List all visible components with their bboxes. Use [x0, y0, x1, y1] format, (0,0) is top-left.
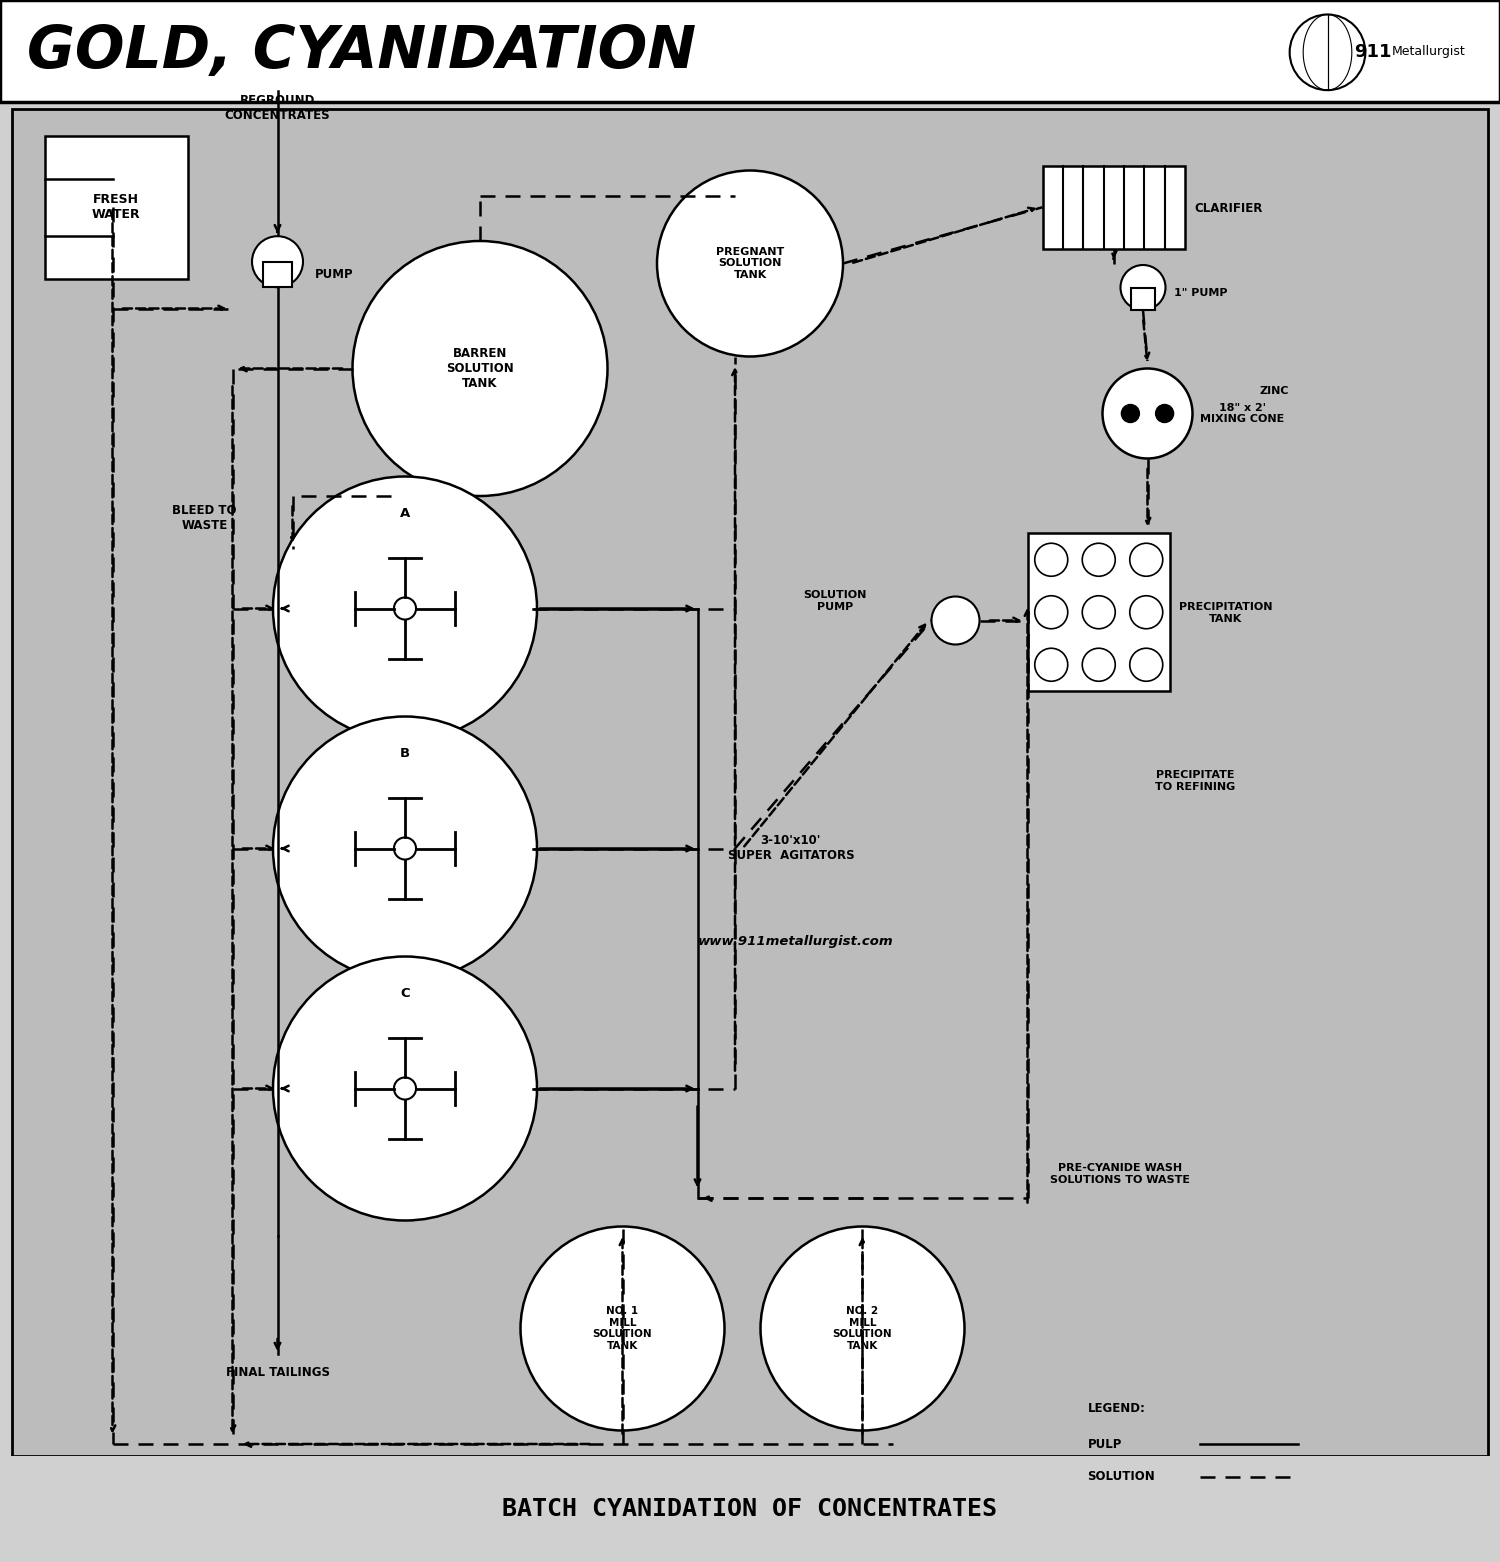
Text: BATCH CYANIDATION OF CONCENTRATES: BATCH CYANIDATION OF CONCENTRATES: [503, 1496, 998, 1521]
Circle shape: [1120, 266, 1166, 309]
Circle shape: [1290, 14, 1365, 91]
Bar: [264, 262, 291, 287]
Circle shape: [394, 597, 416, 620]
Text: Metallurgist: Metallurgist: [1392, 45, 1466, 58]
Text: REGROUND
CONCENTRATES: REGROUND CONCENTRATES: [225, 94, 330, 122]
Circle shape: [1083, 648, 1114, 681]
Circle shape: [760, 1226, 964, 1431]
Text: BLEED TO
WASTE: BLEED TO WASTE: [172, 505, 237, 533]
Text: PUMP: PUMP: [315, 267, 354, 281]
Text: GOLD, CYANIDATION: GOLD, CYANIDATION: [27, 23, 696, 80]
Text: PREGNANT
SOLUTION
TANK: PREGNANT SOLUTION TANK: [716, 247, 784, 280]
Text: BARREN
SOLUTION
TANK: BARREN SOLUTION TANK: [446, 347, 514, 390]
Text: FRESH
WATER: FRESH WATER: [92, 194, 141, 222]
Circle shape: [273, 717, 537, 981]
Circle shape: [273, 476, 537, 740]
Circle shape: [657, 170, 843, 356]
Circle shape: [1130, 595, 1162, 629]
Text: ZINC: ZINC: [1260, 386, 1290, 397]
Circle shape: [1083, 544, 1114, 576]
Text: SOLUTION: SOLUTION: [1088, 1470, 1155, 1484]
Circle shape: [1035, 595, 1068, 629]
Text: SOLUTION
PUMP: SOLUTION PUMP: [804, 590, 867, 612]
Text: FINAL TAILINGS: FINAL TAILINGS: [225, 1365, 330, 1379]
Circle shape: [1130, 648, 1162, 681]
Circle shape: [932, 597, 980, 645]
Circle shape: [1155, 405, 1173, 422]
Text: www.911metallurgist.com: www.911metallurgist.com: [698, 936, 892, 948]
Text: PRECIPITATE
TO REFINING: PRECIPITATE TO REFINING: [1155, 770, 1236, 792]
Text: 3-10'x10'
SUPER  AGITATORS: 3-10'x10' SUPER AGITATORS: [728, 834, 854, 862]
Circle shape: [1130, 544, 1162, 576]
Text: 18" x 2'
MIXING CONE: 18" x 2' MIXING CONE: [1200, 403, 1284, 425]
Circle shape: [520, 1226, 724, 1431]
Text: PULP: PULP: [1088, 1437, 1122, 1451]
Text: 1" PUMP: 1" PUMP: [1174, 289, 1228, 298]
Bar: [1042, 166, 1185, 248]
Circle shape: [394, 1078, 416, 1100]
Text: B: B: [400, 747, 410, 761]
Bar: [1028, 534, 1170, 690]
Circle shape: [1083, 595, 1114, 629]
Text: NO. 2
MILL
SOLUTION
TANK: NO. 2 MILL SOLUTION TANK: [833, 1306, 892, 1351]
Text: LEGEND:: LEGEND:: [1088, 1401, 1146, 1415]
Circle shape: [1035, 544, 1068, 576]
Text: PRECIPITATION
TANK: PRECIPITATION TANK: [1179, 603, 1272, 623]
Text: NO. 1
MILL
SOLUTION
TANK: NO. 1 MILL SOLUTION TANK: [592, 1306, 652, 1351]
Circle shape: [252, 236, 303, 287]
Bar: [45, 136, 188, 278]
Text: CLARIFIER: CLARIFIER: [1194, 201, 1263, 214]
Text: 911: 911: [1354, 42, 1392, 61]
Circle shape: [394, 837, 416, 859]
Text: A: A: [400, 508, 410, 520]
Bar: [1131, 287, 1155, 309]
Circle shape: [1122, 405, 1140, 422]
Text: PRE-CYANIDE WASH
SOLUTIONS TO WASTE: PRE-CYANIDE WASH SOLUTIONS TO WASTE: [1050, 1164, 1190, 1186]
Text: C: C: [400, 987, 410, 1000]
Circle shape: [1035, 648, 1068, 681]
Circle shape: [1102, 369, 1192, 459]
Circle shape: [273, 956, 537, 1220]
Circle shape: [352, 241, 608, 497]
